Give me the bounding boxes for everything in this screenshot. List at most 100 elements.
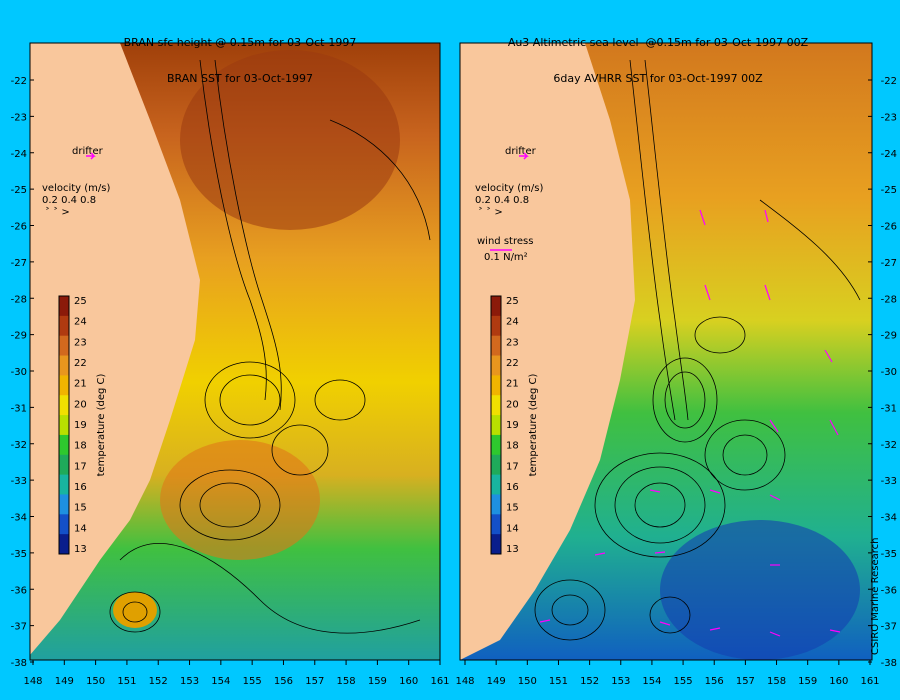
lon-tick-label: 148	[455, 676, 474, 687]
lat-tick-label: -35	[11, 549, 27, 560]
colorbar-tick-label: 14	[506, 523, 519, 534]
colorbar-tick-label: 19	[506, 420, 519, 431]
colorbar-tick-label: 23	[506, 337, 519, 348]
lat-tick-label: -24	[881, 149, 897, 160]
lon-tick-label: 155	[674, 676, 693, 687]
lat-tick-label: -29	[881, 331, 897, 342]
colorbar-tick-label: 13	[74, 544, 87, 555]
left-velocity-label: velocity (m/s)	[42, 183, 110, 194]
lon-tick-label: 149	[55, 676, 74, 687]
right-map	[460, 43, 872, 660]
colorbar-swatch	[491, 514, 501, 535]
lat-tick-label: -26	[881, 222, 897, 233]
lat-tick-label: -33	[11, 476, 27, 487]
colorbar-tick-label: 24	[74, 317, 87, 328]
colorbar-swatch	[59, 415, 69, 436]
colorbar-tick-label: 17	[74, 461, 87, 472]
left-velocity-arrow-icon: ˃ ˃ >	[45, 206, 70, 218]
colorbar-swatch	[491, 474, 501, 495]
lat-tick-label: -23	[881, 112, 897, 123]
colorbar-tick-label: 25	[506, 296, 519, 307]
lon-tick-label: 151	[117, 676, 136, 687]
colorbar-swatch	[491, 315, 501, 337]
right-lon-ticks: 148 149 150 151 152 153 154 155 156 157 158 159 160 1…	[455, 660, 880, 687]
lon-tick-label: 152	[580, 676, 599, 687]
left-title: BRAN sfc height @ 0.15m for 03-Oct-1997 …	[70, 13, 410, 97]
left-warm-core	[180, 50, 400, 230]
colorbar-tick-label: 14	[74, 523, 87, 534]
colorbar-swatch	[59, 315, 69, 337]
lon-tick-label: 149	[487, 676, 506, 687]
colorbar-tick-label: 22	[74, 358, 87, 369]
lon-tick-label: 152	[149, 676, 168, 687]
lon-tick-label: 153	[180, 676, 199, 687]
right-velocity-label: velocity (m/s)	[475, 183, 543, 194]
lon-tick-label: 150	[86, 676, 105, 687]
lat-tick-label: -31	[881, 403, 897, 414]
colorbar-swatch	[491, 415, 501, 436]
lat-tick-label: -29	[11, 331, 27, 342]
lon-tick-label: 158	[337, 676, 356, 687]
left-contours	[109, 59, 431, 634]
lon-tick-label: 160	[829, 676, 848, 687]
lat-tick-label: -38	[11, 658, 27, 669]
left-lat-ticks: -22 -23 -24 -25 -26 -27 -28 -29 -30 -31 -32 -33 -34 -…	[11, 76, 34, 669]
lat-tick-label: -36	[881, 585, 897, 596]
lat-tick-label: -31	[11, 403, 27, 414]
left-frame	[29, 42, 441, 661]
lon-tick-label: 161	[860, 676, 879, 687]
right-lat-ticks: -22 -23 -24 -25 -26 -27 -28 -29 -30 -31 -32 -33 -34 -…	[868, 76, 897, 669]
lat-tick-label: -30	[881, 367, 897, 378]
lon-tick-label: 159	[798, 676, 817, 687]
right-frame	[459, 42, 873, 661]
colorbar-swatch	[59, 534, 69, 555]
colorbar-swatch	[491, 375, 501, 396]
colorbar-swatch	[59, 434, 69, 456]
colorbar-swatch	[59, 375, 69, 396]
left-lon-ticks: 148 149 150 151 152 153 154 155 156 157 158 159 160 1…	[23, 660, 450, 687]
lat-tick-label: -33	[881, 476, 897, 487]
right-title: Au3 Altimetric sea level @0.15m for 03-O…	[488, 13, 828, 97]
lat-tick-label: -38	[881, 658, 897, 669]
colorbar-swatch	[59, 296, 69, 317]
colorbar-swatch	[491, 534, 501, 555]
lat-tick-label: -28	[881, 294, 897, 305]
lat-tick-label: -24	[11, 149, 27, 160]
colorbar-swatch	[59, 474, 69, 495]
colorbar-swatch	[491, 434, 501, 456]
credit-text: CSIRO Marine Research	[870, 537, 881, 655]
colorbar-swatch	[491, 296, 501, 317]
lat-tick-label: -34	[881, 513, 897, 524]
lat-tick-label: -37	[11, 622, 27, 633]
lat-tick-label: -32	[11, 440, 27, 451]
lon-tick-label: 148	[23, 676, 42, 687]
lon-tick-label: 154	[642, 676, 661, 687]
colorbar-tick-label: 21	[506, 379, 519, 390]
colorbar-tick-label: 17	[506, 461, 519, 472]
lat-tick-label: -30	[11, 367, 27, 378]
colorbar-tick-label: 24	[506, 317, 519, 328]
right-colorbar: 25 24 23 22 21 20 19 18 17 16 15 14 13 temperature (d…	[490, 295, 539, 555]
colorbar-tick-label: 20	[74, 399, 87, 410]
left-title-line2: BRAN SST for 03-Oct-1997	[166, 72, 314, 85]
colorbar-tick-label: 22	[506, 358, 519, 369]
lat-tick-label: -32	[881, 440, 897, 451]
colorbar-tick-label: 16	[74, 482, 87, 493]
lat-tick-label: -34	[11, 513, 27, 524]
lon-tick-label: 156	[705, 676, 724, 687]
colorbar-swatch	[59, 335, 69, 357]
left-map	[30, 43, 440, 660]
colorbar-tick-label: 25	[74, 296, 87, 307]
colorbar-tick-label: 19	[74, 420, 87, 431]
right-land	[460, 43, 635, 660]
colorbar-swatch	[491, 355, 501, 376]
colorbar-tick-label: 13	[506, 544, 519, 555]
lon-tick-label: 160	[399, 676, 418, 687]
right-drifter-arrow-icon	[519, 152, 529, 160]
right-wind-value: 0.1 N/m²	[484, 252, 528, 263]
left-drifter-arrow-icon	[86, 152, 96, 160]
right-title-line2: 6day AVHRR SST for 03-Oct-1997 00Z	[553, 72, 763, 85]
lon-tick-label: 155	[243, 676, 262, 687]
left-land	[30, 43, 200, 655]
